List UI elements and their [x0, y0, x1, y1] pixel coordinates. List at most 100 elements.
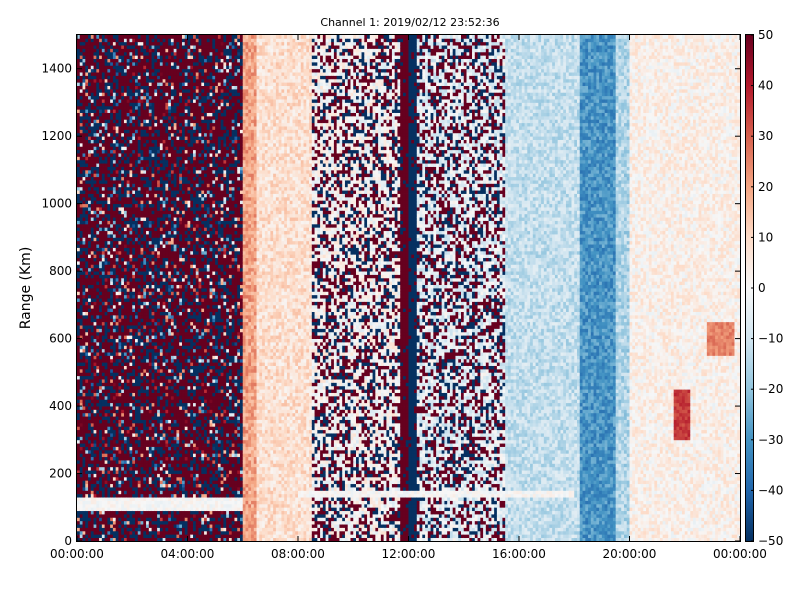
heatmap-cell	[168, 406, 171, 410]
heatmap-cell	[113, 467, 116, 471]
heatmap-cell	[80, 430, 83, 434]
heatmap-cell	[102, 254, 105, 258]
heatmap-cell	[165, 504, 168, 508]
heatmap-cell	[118, 528, 121, 532]
heatmap-cell	[149, 285, 152, 289]
heatmap-cell	[168, 497, 171, 501]
heatmap-cell	[132, 275, 135, 279]
heatmap-cell	[160, 416, 163, 420]
heatmap-cell	[157, 399, 160, 403]
heatmap-cell	[88, 440, 91, 444]
heatmap-cell	[113, 443, 116, 447]
heatmap-cell	[127, 82, 130, 86]
heatmap-cell	[160, 99, 163, 103]
heatmap-cell	[88, 254, 91, 258]
heatmap-cell	[99, 376, 102, 380]
heatmap-cell	[141, 143, 144, 147]
heatmap-cell	[80, 177, 83, 181]
heatmap-cell	[143, 366, 146, 370]
heatmap-cell	[116, 457, 119, 461]
heatmap-cell	[141, 116, 144, 120]
heatmap-cell	[107, 318, 110, 322]
heatmap-cell	[157, 447, 160, 451]
heatmap-cell	[149, 440, 152, 444]
heatmap-cell	[141, 234, 144, 238]
heatmap-cell	[135, 490, 138, 494]
heatmap-cell	[91, 514, 94, 518]
heatmap-cell	[88, 150, 91, 154]
heatmap-cell	[121, 430, 124, 434]
heatmap-cell	[105, 477, 108, 481]
heatmap-cell	[80, 413, 83, 417]
heatmap-cell	[160, 140, 163, 144]
heatmap-cell	[107, 264, 110, 268]
heatmap-cell	[105, 227, 108, 231]
heatmap-cell	[80, 494, 83, 498]
heatmap-cell	[113, 335, 116, 339]
heatmap-cell	[96, 342, 99, 346]
heatmap-cell	[127, 457, 130, 461]
heatmap-cell	[91, 460, 94, 464]
heatmap-cell	[146, 156, 149, 160]
heatmap-cell	[96, 490, 99, 494]
heatmap-cell	[110, 109, 113, 113]
heatmap-cell	[102, 69, 105, 73]
heatmap-cell	[157, 197, 160, 201]
heatmap-cell	[96, 62, 99, 66]
heatmap-cell	[83, 268, 86, 272]
heatmap-cell	[141, 278, 144, 282]
heatmap-cell	[152, 96, 155, 100]
heatmap-cell	[160, 173, 163, 177]
heatmap-cell	[96, 308, 99, 312]
heatmap-cell	[85, 241, 88, 245]
heatmap-cell	[163, 119, 166, 123]
heatmap-cell	[143, 82, 146, 86]
heatmap-cell	[127, 204, 130, 208]
heatmap-cell	[80, 99, 83, 103]
heatmap-cell	[96, 463, 99, 467]
heatmap-cell	[138, 376, 141, 380]
heatmap-cell	[116, 241, 119, 245]
heatmap-cell	[146, 143, 149, 147]
heatmap-cell	[154, 79, 157, 83]
heatmap-cell	[143, 436, 146, 440]
heatmap-cell	[132, 48, 135, 52]
heatmap-cell	[116, 217, 119, 221]
heatmap-cell	[141, 305, 144, 309]
heatmap-cell	[116, 494, 119, 498]
heatmap-cell	[113, 241, 116, 245]
heatmap-cell	[107, 204, 110, 208]
heatmap-cell	[94, 92, 97, 96]
heatmap-cell	[141, 474, 144, 478]
heatmap-cell	[91, 180, 94, 184]
heatmap-cell	[121, 187, 124, 191]
heatmap-cell	[107, 477, 110, 481]
heatmap-cell	[138, 301, 141, 305]
heatmap-cell	[154, 123, 157, 127]
heatmap-cell	[99, 305, 102, 309]
heatmap-cell	[99, 187, 102, 191]
heatmap-cell	[124, 362, 127, 366]
heatmap-cell	[165, 129, 168, 133]
heatmap-cell	[105, 470, 108, 474]
heatmap-cell	[113, 194, 116, 198]
heatmap-cell	[132, 352, 135, 356]
heatmap-cell	[163, 366, 166, 370]
heatmap-cell	[135, 477, 138, 481]
heatmap-cell	[165, 278, 168, 282]
heatmap-cell	[77, 490, 80, 494]
heatmap-cell	[124, 298, 127, 302]
heatmap-cell	[146, 295, 149, 299]
heatmap-cell	[127, 227, 130, 231]
heatmap-cell	[105, 416, 108, 420]
heatmap-cell	[141, 349, 144, 353]
heatmap-cell	[83, 517, 86, 521]
heatmap-cell	[152, 126, 155, 130]
heatmap-cell	[88, 140, 91, 144]
heatmap-cell	[127, 258, 130, 262]
heatmap-cell	[88, 396, 91, 400]
heatmap-cell	[160, 376, 163, 380]
heatmap-cell	[135, 413, 138, 417]
heatmap-cell	[105, 258, 108, 262]
heatmap-cell	[165, 423, 168, 427]
